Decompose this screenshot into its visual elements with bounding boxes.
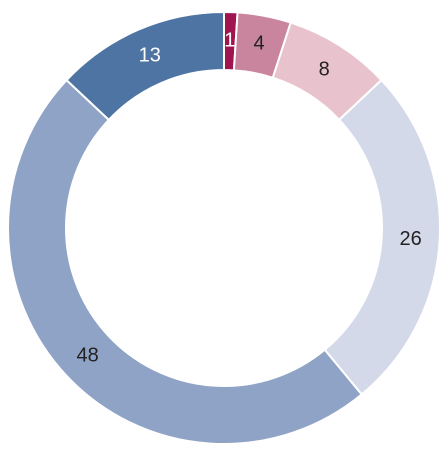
data-label: 48 bbox=[77, 344, 99, 366]
donut-slice bbox=[7, 78, 364, 445]
data-label: 13 bbox=[139, 45, 161, 67]
data-label: 1 bbox=[224, 29, 235, 51]
data-label: 26 bbox=[400, 228, 422, 250]
donut-slice bbox=[65, 10, 225, 122]
data-label: 8 bbox=[319, 58, 330, 80]
data-label: 4 bbox=[253, 33, 264, 55]
donut-slice bbox=[323, 78, 441, 396]
